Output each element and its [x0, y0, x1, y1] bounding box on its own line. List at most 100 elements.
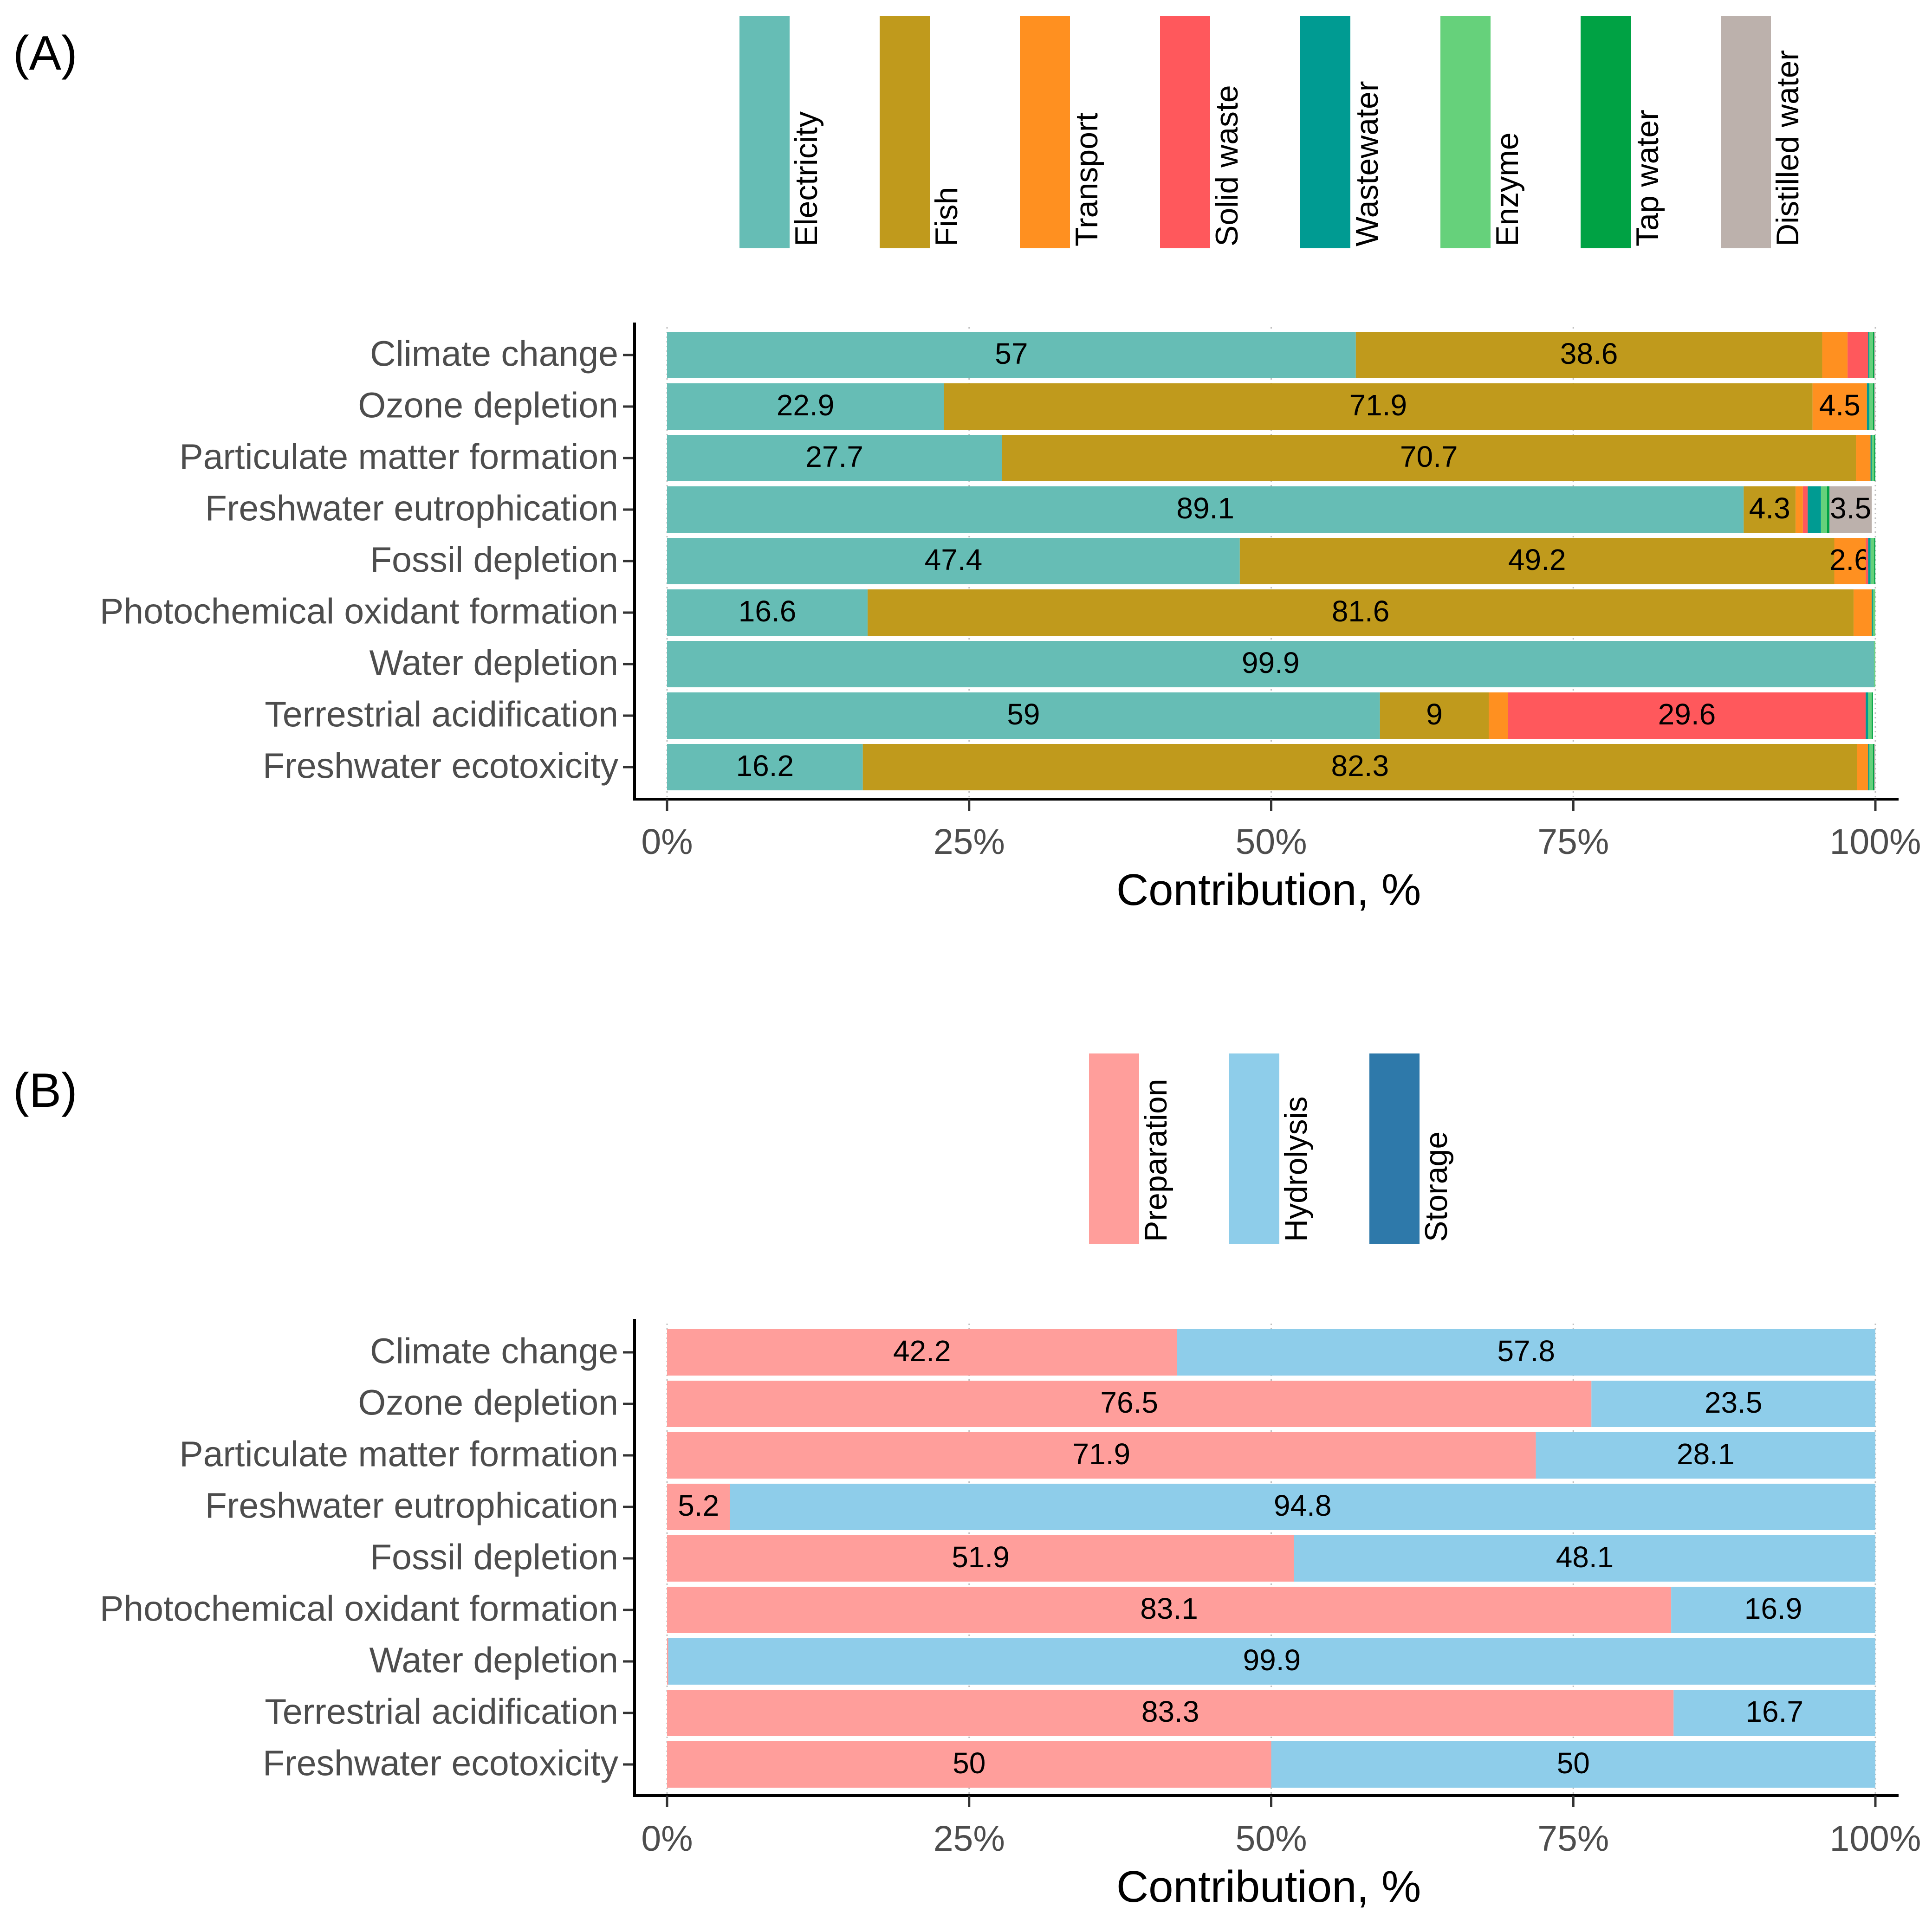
- panel-a-bar-9-wastewater: [1868, 744, 1869, 790]
- panel-a-bar-1-distilled-water: [1874, 332, 1875, 378]
- panel-b-data-label-6-1: 83.1: [1140, 1592, 1198, 1625]
- panel-a-legend-swatch-4: [1160, 16, 1210, 248]
- panel-a-category-label-1: Climate change: [370, 334, 618, 374]
- panel-b-legend-label-1: Preparation: [1138, 1079, 1173, 1242]
- panel-b-category-label-3: Particulate matter formation: [179, 1434, 618, 1474]
- panel-a-legend-label-6: Enzyme: [1490, 132, 1525, 246]
- panel-b-data-label-7-2: 99.9: [1243, 1643, 1301, 1677]
- panel-b-bar-2-preparation: [667, 1381, 1592, 1427]
- panel-b-bar-8-hydrolysis: [1673, 1690, 1875, 1736]
- panel-a-category-label-9: Freshwater ecotoxicity: [263, 746, 618, 786]
- panel-a-legend-label-7: Tap water: [1630, 110, 1665, 246]
- panel-a-bar-9-fish: [862, 744, 1857, 790]
- panel-a-plot: 57 38.6 Climate change 22.9 71.9 4.5 Ozone dep…: [100, 323, 1921, 862]
- panel-a-bar-1-transport: [1822, 332, 1848, 378]
- panel-a-data-label-6-2: 81.6: [1332, 594, 1390, 628]
- panel-a-category-label-4: Freshwater eutrophication: [205, 488, 618, 528]
- panel-b-data-label-8-1: 83.3: [1141, 1695, 1199, 1728]
- panel-b-legend-swatch-1: [1089, 1053, 1139, 1244]
- panel-a-data-label-8-4: 29.6: [1658, 698, 1716, 731]
- panel-a-data-label-4-1: 89.1: [1176, 491, 1234, 525]
- panel-a-data-label-3-2: 70.7: [1400, 440, 1458, 473]
- panel-a-data-label-9-2: 82.3: [1331, 749, 1389, 782]
- panel-b-legend: Preparation Hydrolysis Storage: [1089, 1053, 1454, 1244]
- panel-b-data-label-1-1: 42.2: [893, 1334, 951, 1368]
- panel-b-bar-1-preparation: [667, 1329, 1177, 1376]
- panel-a-x-tick-label-2: 25%: [934, 822, 1005, 862]
- panel-b-bar-7-hydrolysis: [668, 1638, 1875, 1685]
- panel-b-bar-7-preparation: [667, 1638, 668, 1685]
- panel-a-data-label-4-8: 3.5: [1830, 491, 1871, 525]
- panel-b-bar-6-hydrolysis: [1671, 1587, 1875, 1633]
- panel-a-data-label-2-3: 4.5: [1819, 388, 1861, 422]
- panel-a-x-tick-label-5: 100%: [1830, 822, 1921, 862]
- panel-b-bar-1-hydrolysis: [1177, 1329, 1875, 1376]
- panel-a-data-label-2-1: 22.9: [777, 388, 835, 422]
- panel-b-category-label-4: Freshwater eutrophication: [205, 1486, 618, 1525]
- panel-b-bar-9-preparation: [667, 1741, 1271, 1788]
- panel-a-bar-9-electricity: [667, 744, 863, 790]
- panel-a-bar-5-transport: [1834, 538, 1866, 584]
- panel-a-bar-5-electricity: [667, 538, 1240, 584]
- panel-a-bar-7-enzyme: [1874, 641, 1875, 687]
- panel-b-data-label-3-1: 71.9: [1072, 1437, 1130, 1471]
- panel-a-legend-label-8: Distilled water: [1770, 50, 1805, 246]
- panel-b-bar-6-preparation: [667, 1587, 1672, 1633]
- panel-a-legend-swatch-2: [880, 16, 930, 248]
- panel-a-data-label-7-1: 99.9: [1242, 646, 1300, 679]
- panel-a-bar-3-enzyme: [1872, 435, 1874, 481]
- panel-a-bar-3-fish: [1002, 435, 1856, 481]
- panel-a-bar-1-electricity: [667, 332, 1356, 378]
- panel-a-bar-2-transport: [1812, 383, 1867, 430]
- panel-a-data-label-6-1: 16.6: [739, 594, 797, 628]
- panel-a-bar-2-tap-water: [1873, 383, 1874, 430]
- panel-a-bar-6-fish: [868, 589, 1854, 636]
- panel-b-x-tick-label-4: 75%: [1537, 1819, 1609, 1859]
- panel-a-category-label-8: Terrestrial acidification: [265, 694, 618, 734]
- panel-b-category-label-5: Fossil depletion: [370, 1537, 618, 1577]
- panel-a-bar-8-electricity: [667, 692, 1380, 739]
- panel-b-data-label-8-2: 16.7: [1745, 1695, 1803, 1728]
- panel-a-x-axis-title: Contribution, %: [1116, 865, 1421, 915]
- panel-a-legend-swatch-7: [1581, 16, 1631, 248]
- panel-b-data-label-5-1: 51.9: [952, 1540, 1010, 1574]
- panel-a-legend-swatch-3: [1020, 16, 1070, 248]
- panel-a-category-label-5: Fossil depletion: [370, 540, 618, 580]
- panel-a-bar-3-transport: [1856, 435, 1871, 481]
- panel-a-bar-2-electricity: [667, 383, 944, 430]
- panel-b-plot: 42.2 57.8 Climate change 76.5 23.5 Ozone depl…: [100, 1319, 1921, 1859]
- panel-b-x-tick-label-1: 0%: [641, 1819, 693, 1859]
- panel-a-bar-4-wastewater: [1808, 486, 1821, 533]
- panel-a-bar-3-tap-water: [1874, 435, 1875, 481]
- panel-b-data-label-5-2: 48.1: [1556, 1540, 1614, 1574]
- panel-a-bar-3-wastewater: [1870, 435, 1872, 481]
- panel-b-data-label-4-1: 5.2: [678, 1489, 719, 1522]
- panel-a-bar-8-wastewater: [1866, 692, 1868, 739]
- panel-b-bar-3-hydrolysis: [1536, 1432, 1875, 1479]
- panel-a-legend-label-5: Wastewater: [1349, 81, 1385, 246]
- panel-a-category-label-2: Ozone depletion: [358, 385, 618, 425]
- panel-a-legend-swatch-1: [739, 16, 790, 248]
- panel-a-bar-9-distilled-water: [1874, 744, 1875, 790]
- panel-a-bar-9-transport: [1857, 744, 1868, 790]
- panel-a-category-label-7: Water depletion: [370, 643, 618, 683]
- panel-a-bar-6-enzyme: [1873, 589, 1875, 636]
- panel-b-x-tick-label-5: 100%: [1830, 1819, 1921, 1859]
- panel-b-category-label-1: Climate change: [370, 1331, 618, 1371]
- panel-b-bar-2-hydrolysis: [1591, 1381, 1875, 1427]
- panel-a-bar-6-wastewater: [1872, 589, 1873, 636]
- panel-a-legend-label-4: Solid waste: [1209, 85, 1245, 246]
- panel-a-bar-2-fish: [944, 383, 1813, 430]
- panel-a-legend-swatch-5: [1300, 16, 1350, 248]
- panel-a-bar-8-transport: [1489, 692, 1508, 739]
- panel-a-bar-6-electricity: [667, 589, 868, 636]
- panel-b-x-axis-title: Contribution, %: [1116, 1862, 1421, 1912]
- panel-b-data-label-6-2: 16.9: [1744, 1592, 1802, 1625]
- panel-a-x-tick-label-1: 0%: [641, 822, 693, 862]
- panel-a-data-label-5-2: 49.2: [1508, 543, 1566, 576]
- panel-a-bar-4-distilled-water: [1829, 486, 1872, 533]
- panel-b-data-label-1-2: 57.8: [1497, 1334, 1555, 1368]
- panel-a-bar-2-distilled-water: [1874, 383, 1875, 430]
- panel-b-bar-9-hydrolysis: [1271, 1741, 1875, 1788]
